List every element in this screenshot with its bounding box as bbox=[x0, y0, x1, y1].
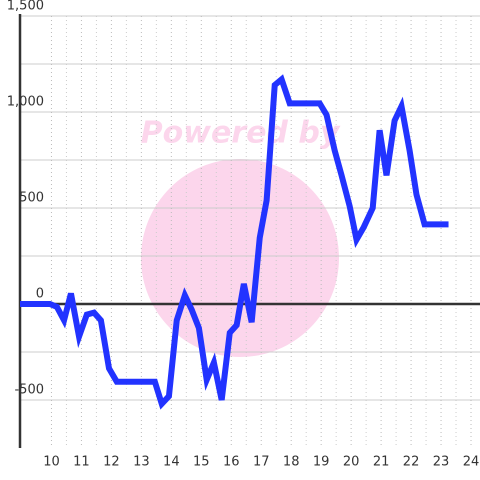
y-tick-label: 0 bbox=[36, 287, 44, 302]
x-tick-label: 19 bbox=[313, 455, 330, 470]
watermark-text: Powered by bbox=[141, 116, 341, 151]
watermark-logo bbox=[141, 159, 339, 357]
y-tick-label: 1,500 bbox=[7, 0, 44, 14]
x-tick-label: 17 bbox=[253, 455, 270, 470]
x-tick-label: 10 bbox=[43, 455, 60, 470]
x-tick-label: 16 bbox=[223, 455, 240, 470]
x-tick-label: 13 bbox=[133, 455, 150, 470]
x-tick-label: 18 bbox=[283, 455, 300, 470]
data-line bbox=[20, 74, 449, 410]
x-tick-label: 24 bbox=[463, 455, 480, 470]
x-tick-label: 15 bbox=[193, 455, 210, 470]
x-tick-label: 21 bbox=[373, 455, 390, 470]
x-tick-label: 11 bbox=[73, 455, 90, 470]
y-tick-label: -500 bbox=[14, 383, 44, 398]
x-tick-label: 12 bbox=[103, 455, 120, 470]
x-tick-label: 20 bbox=[343, 455, 360, 470]
x-tick-label: 14 bbox=[163, 455, 180, 470]
y-tick-label: 1,000 bbox=[7, 95, 44, 110]
x-tick-label: 23 bbox=[433, 455, 450, 470]
y-tick-label: 500 bbox=[19, 191, 44, 206]
x-tick-label: 22 bbox=[403, 455, 420, 470]
